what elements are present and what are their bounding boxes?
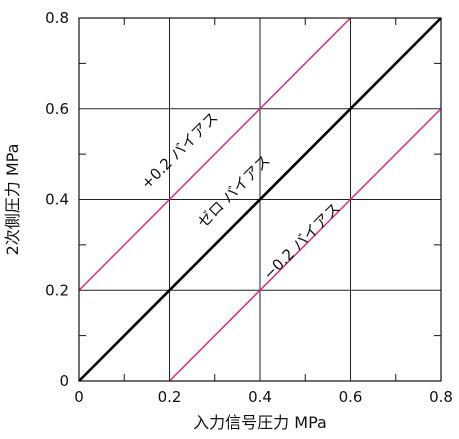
y-tick-label: 0.8: [45, 9, 69, 27]
series-annotation-2: −0.2 バイアス: [260, 199, 344, 283]
series-annotation-0: +0.2 バイアス: [137, 108, 221, 192]
x-tick-label: 0: [74, 388, 84, 406]
series-layer: [78, 17, 442, 382]
series-line-2: [169, 108, 442, 382]
x-tick-label: 0.2: [158, 388, 182, 406]
minor-tick-layer: [79, 18, 441, 381]
tick-label-layer: 0 0.2 0.4 0.6 0.8 0 0.2 0.4 0.6 0.8: [45, 9, 453, 406]
y-tick-label: 0.6: [45, 100, 69, 118]
x-axis-title: 入力信号圧力 MPa: [193, 413, 327, 432]
y-tick-label: 0: [59, 372, 69, 390]
series-line-1: [78, 17, 442, 382]
y-axis-title: 2次側圧力 MPa: [3, 144, 22, 256]
y-tick-label: 0.4: [45, 191, 69, 209]
y-tick-label: 0.2: [45, 281, 69, 299]
plot-frame: [78, 17, 442, 382]
x-tick-label: 0.6: [339, 388, 363, 406]
series-line-0: [78, 17, 351, 291]
x-tick-label: 0.8: [429, 388, 453, 406]
x-tick-label: 0.4: [248, 388, 272, 406]
